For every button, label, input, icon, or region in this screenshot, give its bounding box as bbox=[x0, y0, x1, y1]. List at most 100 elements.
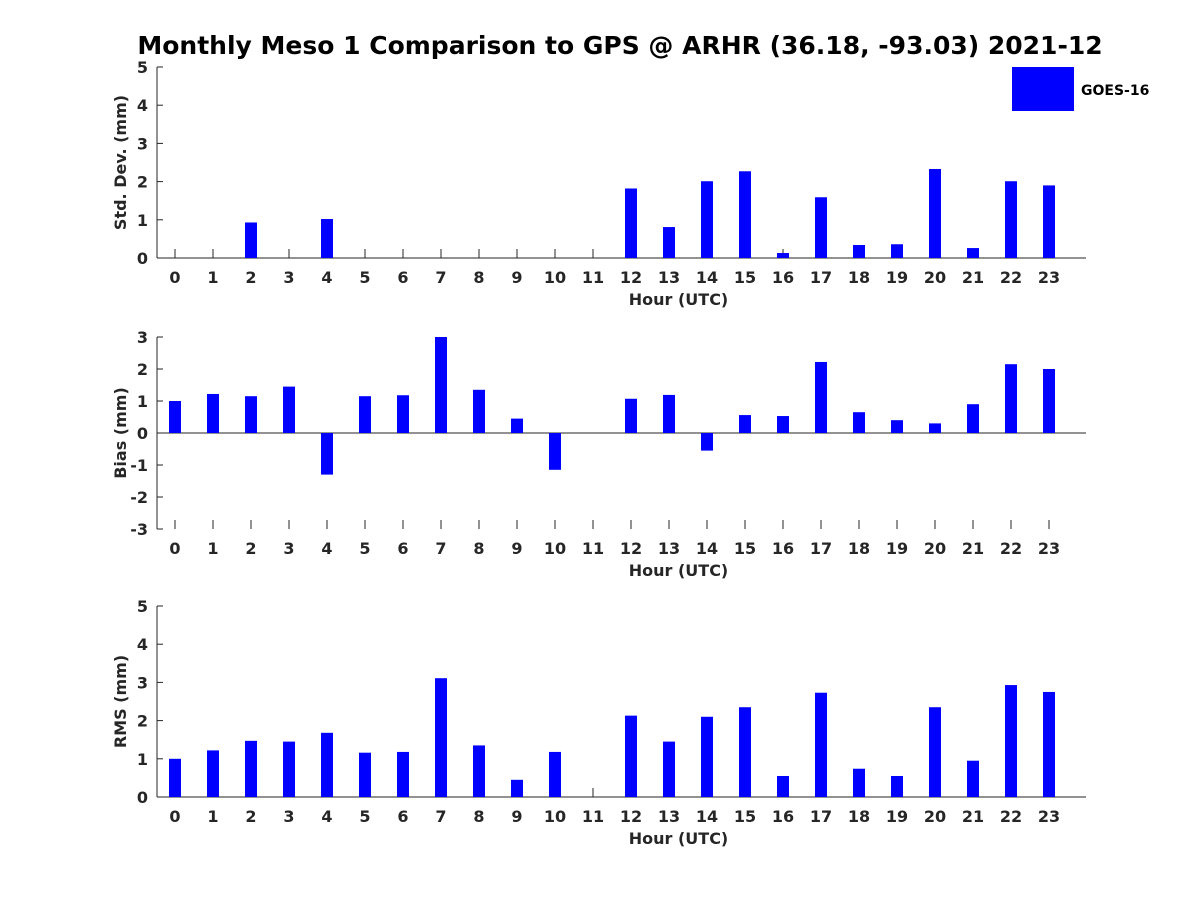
bar-hour-0 bbox=[169, 758, 181, 797]
bar-hour-3 bbox=[283, 741, 295, 797]
y-tick-label: 0 bbox=[137, 249, 148, 268]
bar-hour-3 bbox=[283, 386, 295, 433]
x-tick-label: 3 bbox=[283, 539, 294, 558]
bar-hour-20 bbox=[929, 168, 941, 258]
y-tick-label: 3 bbox=[137, 328, 148, 347]
x-tick-label: 16 bbox=[772, 268, 794, 287]
bar-hour-23 bbox=[1043, 691, 1055, 797]
x-tick-label: 10 bbox=[544, 539, 566, 558]
x-tick-label: 7 bbox=[435, 807, 446, 826]
bar-hour-14 bbox=[701, 433, 713, 451]
bar-hour-18 bbox=[853, 412, 865, 433]
y-tick-label: 4 bbox=[137, 635, 148, 654]
bar-hour-19 bbox=[891, 420, 903, 433]
x-tick-label: 6 bbox=[397, 807, 408, 826]
x-tick-label: 20 bbox=[924, 807, 946, 826]
x-tick-label: 11 bbox=[582, 539, 604, 558]
x-tick-label: 21 bbox=[962, 268, 984, 287]
x-axis-label: Hour (UTC) bbox=[629, 829, 729, 848]
bar-hour-19 bbox=[891, 775, 903, 797]
bar-hour-22 bbox=[1005, 364, 1017, 433]
bar-hour-4 bbox=[321, 732, 333, 797]
y-tick-label: 0 bbox=[137, 788, 148, 807]
x-tick-label: 10 bbox=[544, 807, 566, 826]
x-tick-label: 20 bbox=[924, 539, 946, 558]
y-tick-label: 4 bbox=[137, 96, 148, 115]
x-tick-label: 23 bbox=[1038, 268, 1060, 287]
bar-hour-8 bbox=[473, 389, 485, 433]
bar-hour-12 bbox=[625, 398, 637, 433]
bar-hour-18 bbox=[853, 768, 865, 797]
chart-title: Monthly Meso 1 Comparison to GPS @ ARHR … bbox=[137, 31, 1102, 60]
bar-hour-7 bbox=[435, 337, 447, 433]
bar-hour-5 bbox=[359, 752, 371, 797]
x-tick-label: 13 bbox=[658, 268, 680, 287]
bar-hour-22 bbox=[1005, 181, 1017, 258]
y-tick-label: 3 bbox=[137, 673, 148, 692]
y-tick-label: -1 bbox=[130, 456, 148, 475]
x-tick-label: 1 bbox=[207, 268, 218, 287]
bar-hour-2 bbox=[245, 396, 257, 433]
bar-hour-20 bbox=[929, 707, 941, 797]
y-tick-label: 2 bbox=[137, 712, 148, 731]
x-tick-label: 14 bbox=[696, 268, 718, 287]
x-tick-label: 12 bbox=[620, 268, 642, 287]
bar-hour-10 bbox=[549, 433, 561, 470]
x-tick-label: 17 bbox=[810, 807, 832, 826]
x-tick-label: 12 bbox=[620, 539, 642, 558]
bar-hour-7 bbox=[435, 678, 447, 797]
x-tick-label: 15 bbox=[734, 539, 756, 558]
legend-swatch bbox=[1012, 67, 1074, 111]
y-tick-label: -3 bbox=[130, 520, 148, 539]
bar-hour-0 bbox=[169, 401, 181, 433]
x-tick-label: 9 bbox=[511, 807, 522, 826]
bar-hour-15 bbox=[739, 171, 751, 258]
bar-hour-13 bbox=[663, 227, 675, 258]
bar-hour-18 bbox=[853, 245, 865, 258]
bar-hour-8 bbox=[473, 745, 485, 797]
x-tick-label: 3 bbox=[283, 807, 294, 826]
x-tick-label: 23 bbox=[1038, 807, 1060, 826]
bar-hour-16 bbox=[777, 253, 789, 258]
x-tick-label: 16 bbox=[772, 539, 794, 558]
legend: GOES-16 bbox=[1012, 67, 1149, 111]
x-tick-label: 1 bbox=[207, 539, 218, 558]
bar-hour-14 bbox=[701, 181, 713, 258]
bar-hour-21 bbox=[967, 760, 979, 797]
x-tick-label: 15 bbox=[734, 807, 756, 826]
x-tick-label: 5 bbox=[359, 807, 370, 826]
x-tick-label: 17 bbox=[810, 268, 832, 287]
bar-hour-12 bbox=[625, 188, 637, 258]
x-tick-label: 22 bbox=[1000, 539, 1022, 558]
x-tick-label: 3 bbox=[283, 268, 294, 287]
bar-hour-2 bbox=[245, 740, 257, 797]
y-tick-label: 1 bbox=[137, 750, 148, 769]
x-tick-label: 11 bbox=[582, 268, 604, 287]
bar-hour-19 bbox=[891, 244, 903, 258]
x-tick-label: 0 bbox=[169, 807, 180, 826]
bar-hour-23 bbox=[1043, 369, 1055, 433]
x-tick-label: 12 bbox=[620, 807, 642, 826]
bar-hour-21 bbox=[967, 248, 979, 258]
x-tick-label: 22 bbox=[1000, 268, 1022, 287]
x-tick-label: 9 bbox=[511, 539, 522, 558]
x-tick-label: 6 bbox=[397, 539, 408, 558]
bar-hour-9 bbox=[511, 418, 523, 433]
bar-hour-13 bbox=[663, 394, 675, 433]
y-tick-label: 5 bbox=[137, 597, 148, 616]
x-tick-label: 0 bbox=[169, 268, 180, 287]
x-tick-label: 14 bbox=[696, 539, 718, 558]
bar-hour-4 bbox=[321, 219, 333, 258]
x-tick-label: 4 bbox=[321, 539, 332, 558]
x-tick-label: 18 bbox=[848, 268, 870, 287]
y-axis-label: Std. Dev. (mm) bbox=[111, 95, 130, 230]
bar-hour-17 bbox=[815, 361, 827, 433]
x-tick-label: 22 bbox=[1000, 807, 1022, 826]
x-tick-label: 7 bbox=[435, 268, 446, 287]
bar-hour-5 bbox=[359, 396, 371, 433]
x-tick-label: 2 bbox=[245, 539, 256, 558]
